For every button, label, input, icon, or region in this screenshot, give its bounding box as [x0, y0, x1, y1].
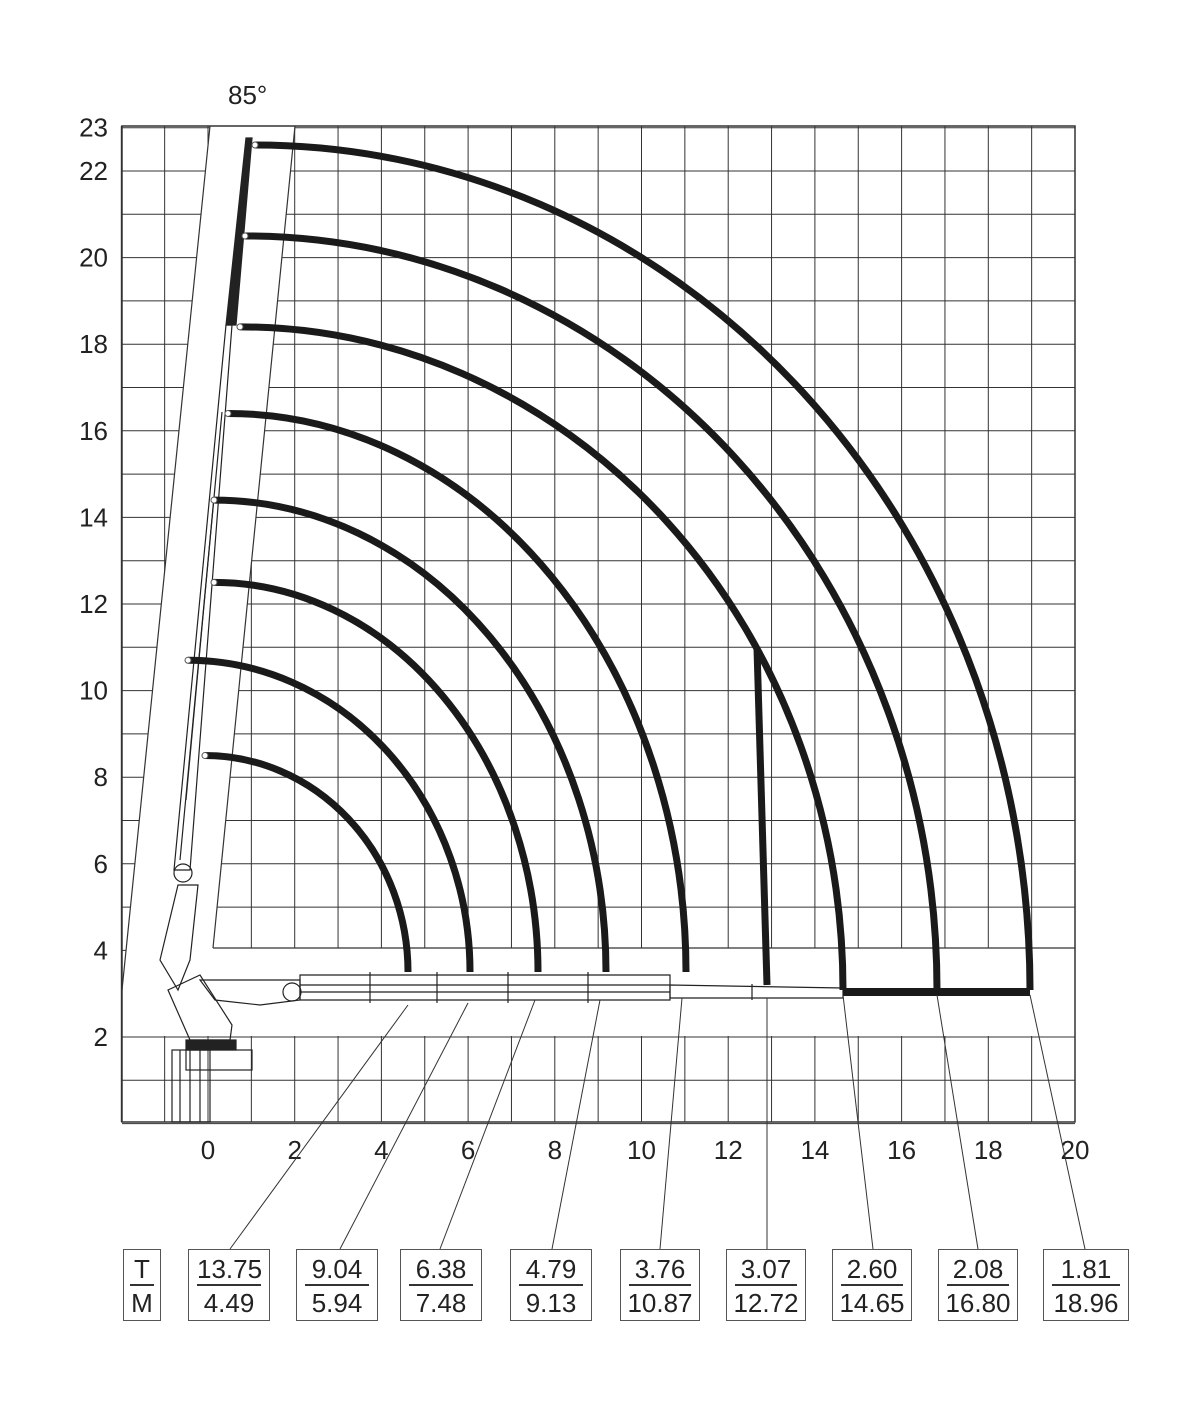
reach-value: 18.96 [1053, 1288, 1119, 1318]
load-reach-box: 2.60 14.65 [832, 1249, 912, 1321]
leader-line [659, 997, 683, 1250]
x-tick-label: 14 [800, 1135, 829, 1165]
leader-lines [229, 994, 1086, 1250]
reach-branch-line [753, 648, 771, 986]
legend-reach-unit: M [131, 1288, 153, 1318]
angle-line-outer [121, 125, 211, 991]
slewing-ring [185, 1039, 237, 1051]
reach-arc [239, 323, 847, 991]
load-reach-box: 13.75 4.49 [188, 1249, 270, 1321]
load-reach-box: 2.08 16.80 [938, 1249, 1018, 1321]
load-value: 1.81 [1052, 1252, 1120, 1286]
leader-line [842, 994, 874, 1250]
load-reach-box: 3.76 10.87 [620, 1249, 700, 1321]
reach-arcs [184, 141, 1034, 996]
load-reach-box: 3.07 12.72 [726, 1249, 806, 1321]
load-value: 9.04 [305, 1252, 369, 1286]
reach-value: 14.65 [839, 1288, 905, 1318]
x-tick-label: 18 [974, 1135, 1003, 1165]
load-value: 6.38 [409, 1252, 473, 1286]
crane-base-plate [185, 1049, 253, 1071]
y-tick-label: 12 [79, 589, 108, 619]
load-value: 3.07 [735, 1252, 797, 1286]
boom-tip-marker [251, 141, 259, 149]
reach-arc [213, 496, 610, 973]
chart-frame [121, 125, 1076, 1123]
x-tick-label: 0 [201, 1135, 215, 1165]
boom-envelope-mask [122, 126, 1075, 1036]
reach-value: 9.13 [525, 1288, 577, 1318]
boom-tip-marker [241, 232, 249, 240]
y-tick-label: 14 [79, 502, 108, 532]
load-reach-box: 1.81 18.96 [1043, 1249, 1129, 1321]
x-tick-label: 4 [374, 1135, 388, 1165]
main-boom [159, 884, 199, 992]
crane-drawing [159, 137, 844, 1123]
load-value: 2.60 [841, 1252, 903, 1286]
x-tick-label: 6 [461, 1135, 475, 1165]
reach-arc [187, 656, 474, 973]
y-tick-label: 22 [79, 156, 108, 186]
y-tick-label: 20 [79, 243, 108, 273]
legend-box: T M [123, 1249, 161, 1321]
boom-tip-marker [236, 323, 244, 331]
boom-tip-marker [210, 578, 218, 586]
angle-label: 85° [228, 80, 267, 110]
x-tick-label: 20 [1061, 1135, 1090, 1165]
reach-arc [213, 578, 542, 973]
load-reach-box: 6.38 7.48 [400, 1249, 482, 1321]
reach-value: 7.48 [415, 1288, 467, 1318]
boom-tip-marker [184, 656, 192, 664]
load-value: 4.79 [519, 1252, 583, 1286]
y-tick-label: 10 [79, 676, 108, 706]
x-tick-label: 10 [627, 1135, 656, 1165]
reach-arc [227, 409, 690, 973]
y-tick-label: 18 [79, 329, 108, 359]
y-tick-label: 8 [94, 762, 108, 792]
y-tick-label: 6 [94, 849, 108, 879]
reach-value: 4.49 [203, 1288, 255, 1318]
load-reach-box: 9.04 5.94 [296, 1249, 378, 1321]
inner-boom [198, 979, 301, 1006]
load-value: 2.08 [947, 1252, 1009, 1286]
x-tick-label: 16 [887, 1135, 916, 1165]
legend-load-unit: T [130, 1252, 154, 1286]
vertical-jib-tip [225, 137, 253, 326]
reach-value: 5.94 [311, 1288, 363, 1318]
y-tick-label: 4 [94, 935, 108, 965]
leader-line [551, 999, 601, 1250]
y-tick-label: 2 [94, 1022, 108, 1052]
reach-arc [204, 752, 412, 973]
x-tick-label: 8 [548, 1135, 562, 1165]
reach-value: 12.72 [733, 1288, 799, 1318]
reach-value: 10.87 [627, 1288, 693, 1318]
reach-value: 16.80 [945, 1288, 1011, 1318]
reach-arc [254, 141, 1034, 991]
y-tick-label: 23 [79, 113, 108, 143]
x-tick-label: 2 [287, 1135, 301, 1165]
leader-line [936, 994, 979, 1250]
leader-line [439, 999, 536, 1250]
leader-line [339, 1002, 469, 1250]
crane-pillar [167, 974, 233, 1041]
crane-column [171, 1049, 211, 1123]
load-value: 13.75 [197, 1254, 263, 1286]
boom-tip-marker [210, 496, 218, 504]
reach-arc [244, 232, 941, 991]
x-tick-label: 12 [714, 1135, 743, 1165]
boom-tip-marker [224, 409, 232, 417]
angle-line-inner [212, 125, 296, 949]
leader-line [229, 1004, 409, 1250]
load-value: 3.76 [629, 1252, 691, 1286]
load-reach-box: 4.79 9.13 [510, 1249, 592, 1321]
axis-ticks: 0 2 4 6 8 10 12 14 16 18 20 2 4 6 8 10 12 14 16 18 20 22 23 [79, 113, 1089, 1165]
leader-line [1029, 994, 1086, 1250]
y-tick-label: 16 [79, 416, 108, 446]
boom-tip-marker [201, 752, 209, 760]
